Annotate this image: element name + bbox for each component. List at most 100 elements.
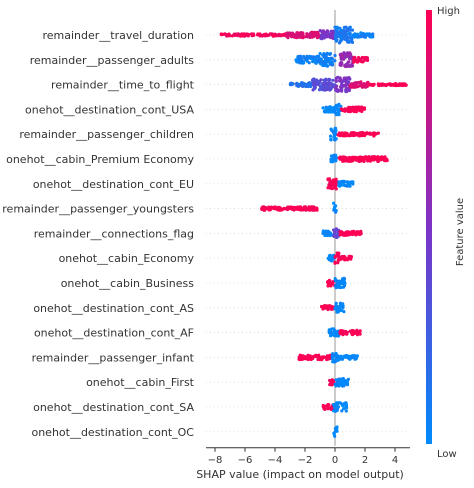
feature-labels: remainder__travel_duration remainder__pas… <box>2 29 194 439</box>
shap-point <box>338 256 342 260</box>
shap-point <box>368 82 372 86</box>
shap-point <box>376 159 380 163</box>
shap-point <box>337 285 342 290</box>
shap-point <box>334 76 338 80</box>
shap-point <box>325 233 329 238</box>
shap-point <box>334 126 338 130</box>
shap-point <box>352 60 356 64</box>
shap-point <box>352 56 356 60</box>
shap-point <box>355 33 359 37</box>
shap-point <box>345 89 349 94</box>
feature-label: remainder__passenger_youngsters <box>2 203 194 216</box>
shap-point <box>318 52 322 56</box>
shap-point <box>328 253 332 257</box>
shap-point <box>316 357 320 362</box>
shap-point <box>321 306 325 310</box>
x-tick-label: −4 <box>268 455 283 466</box>
shap-point <box>334 87 338 91</box>
colorbar: High Low Feature value <box>426 6 466 460</box>
shap-point <box>357 159 361 163</box>
shap-point <box>325 88 329 92</box>
shap-point <box>323 233 327 238</box>
shap-point <box>336 133 340 137</box>
shap-point <box>344 32 348 36</box>
shap-point <box>333 277 337 281</box>
shap-point <box>330 333 334 337</box>
x-tick-label: 0 <box>332 455 338 466</box>
shap-point <box>334 210 338 214</box>
shap-point <box>340 357 344 361</box>
shap-point <box>336 104 340 108</box>
shap-point <box>301 208 305 212</box>
shap-point <box>363 85 368 89</box>
shap-point <box>345 79 349 83</box>
shap-point <box>336 334 340 338</box>
shap-point <box>334 184 338 188</box>
shap-point <box>310 205 314 209</box>
shap-point <box>336 261 340 265</box>
shap-point <box>357 155 361 159</box>
shap-point <box>299 32 304 37</box>
shap-point <box>352 229 356 233</box>
shap-point <box>360 132 364 137</box>
shap-point <box>341 376 345 381</box>
shap-point <box>324 404 328 408</box>
shap-point <box>363 35 367 39</box>
shap-point <box>345 184 349 188</box>
shap-point <box>351 155 355 159</box>
shap-point <box>339 230 344 234</box>
shap-point <box>264 206 268 210</box>
shap-point <box>322 31 326 35</box>
shap-point <box>338 155 342 159</box>
shap-point <box>337 251 341 255</box>
shap-point <box>343 382 347 386</box>
shap-point <box>334 35 338 39</box>
shap-point <box>296 207 300 211</box>
shap-point <box>252 33 256 37</box>
shap-point <box>338 79 342 83</box>
shap-point <box>358 59 362 63</box>
feature-swarm <box>327 327 362 338</box>
shap-point <box>328 181 332 185</box>
shap-point <box>224 32 228 37</box>
shap-point <box>301 61 305 65</box>
shap-point <box>347 28 351 32</box>
shap-point <box>300 355 304 359</box>
shap-point <box>322 406 326 410</box>
shap-point <box>369 132 374 136</box>
shap-point <box>345 257 349 261</box>
shap-point <box>336 305 340 309</box>
shap-point <box>361 158 365 163</box>
shap-point <box>330 259 334 263</box>
shap-point <box>351 105 355 109</box>
shap-point <box>339 57 343 61</box>
shap-point <box>333 53 337 58</box>
shap-point <box>227 32 231 36</box>
shap-point <box>330 84 334 88</box>
shap-point <box>315 30 320 34</box>
feature-swarm <box>326 251 354 265</box>
shap-point <box>285 207 290 212</box>
shap-point <box>330 378 334 382</box>
shap-point <box>295 36 299 40</box>
colorbar-gradient <box>426 10 432 444</box>
shap-point <box>331 130 335 134</box>
shap-point <box>333 255 337 259</box>
shap-point <box>331 158 335 162</box>
shap-point <box>262 208 266 212</box>
shap-point <box>219 32 223 36</box>
feature-label: remainder__travel_duration <box>42 29 194 42</box>
shap-point <box>311 78 315 82</box>
shap-point <box>301 36 305 40</box>
shap-point <box>338 233 342 237</box>
shap-point <box>336 358 340 362</box>
shap-point <box>275 33 279 37</box>
shap-point <box>328 378 332 383</box>
shap-point <box>318 61 322 65</box>
shap-point <box>351 182 355 186</box>
feature-label: onehot__destination_cont_EU <box>33 178 194 191</box>
shap-point <box>335 107 340 111</box>
shap-point <box>335 235 339 240</box>
shap-point <box>342 407 346 411</box>
shap-point <box>351 158 356 162</box>
